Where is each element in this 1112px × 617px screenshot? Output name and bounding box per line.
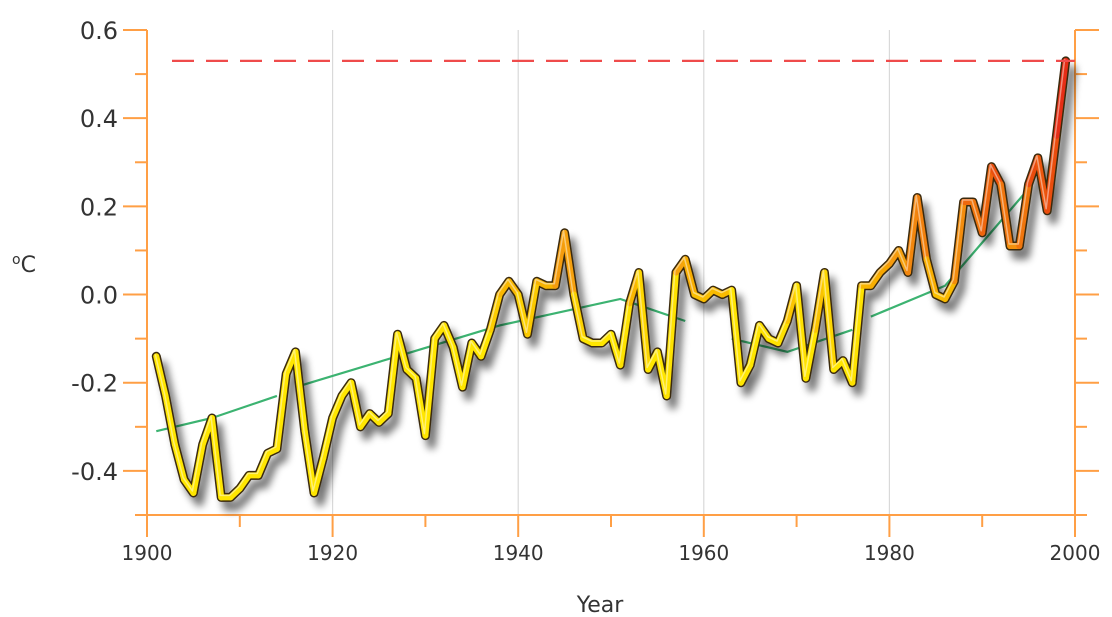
annual-segment [459,340,475,391]
annual-segment [273,370,290,452]
y-tick-label: 0.4 [80,105,118,133]
y-tick-label: 0.6 [80,17,118,45]
annual-segment [329,392,345,421]
annual-segment [292,348,308,435]
annual-segment [617,300,633,369]
axes-layer [123,29,1099,537]
annual-segment [737,362,754,386]
annual-segment [747,322,763,369]
y-tick-label: 0.0 [80,282,118,310]
annual-segment [979,163,995,236]
annual-segment [728,287,744,386]
annual-segment [208,415,225,501]
x-axis-title: Year [576,593,625,617]
annual-segment [524,278,540,338]
x-tick-label: 1940 [493,541,544,565]
y-axis-degree: o [12,252,21,268]
y-axis-title: oC [12,252,36,278]
annual-segment [320,415,336,461]
annual-segment [1053,57,1069,139]
grid-layer [332,30,891,515]
annual-segment [487,291,503,333]
annual-segment [942,278,958,302]
y-tick-labels: -0.4 -0.2 0.0 0.2 0.4 0.6 [71,17,118,486]
annual-segment [635,269,652,373]
x-tick-label: 1960 [678,541,729,565]
annual-series [151,56,1071,502]
annual-segment [422,335,438,439]
annual-segment [1044,132,1060,214]
y-tick-label: 0.2 [80,193,118,221]
annual-segment [385,331,401,417]
x-tick-label: 1900 [122,541,173,565]
x-tick-labels: 1900 1920 1940 1960 1980 2000 [122,541,1101,565]
annual-highlight [154,58,1066,497]
y-axis-unit: C [21,253,36,278]
annual-segment [311,454,327,496]
annual-segment [802,326,819,382]
annual-segment [478,326,494,360]
annual-segment [821,269,837,373]
x-tick-label: 2000 [1050,541,1101,565]
x-tick-label: 1980 [864,541,915,565]
y-tick-label: -0.4 [71,458,118,486]
annual-segment [849,282,865,386]
annual-segment [663,269,679,399]
annual-segment [775,318,791,347]
annual-segment [1016,181,1032,250]
annual-segment [904,194,921,276]
y-tick-label: -0.2 [71,370,118,398]
x-tick-label: 1920 [307,541,358,565]
annual-segment [190,441,206,496]
annual-segment [255,450,271,479]
annual-segment [793,282,809,382]
annual-segment [951,198,967,285]
trend-segment [870,188,1030,318]
